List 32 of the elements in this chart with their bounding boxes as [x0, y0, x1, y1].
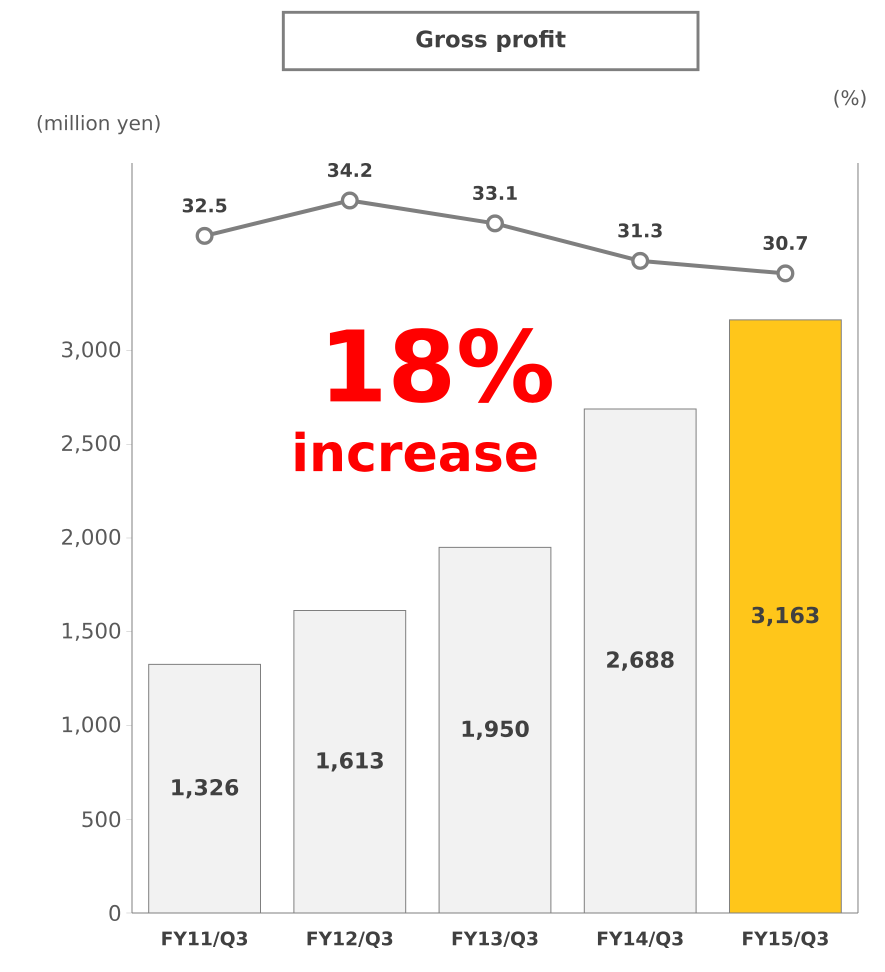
- y-tick-label: 1,500: [62, 622, 120, 641]
- data-label: 30.7: [764, 236, 807, 250]
- point: [631, 252, 650, 270]
- y-tick-label: 1,000: [62, 716, 120, 735]
- data-label: 1,613: [317, 752, 383, 772]
- y-tick-label: 500: [82, 811, 120, 828]
- y-tick-label: 0: [109, 904, 120, 922]
- x-tick-label: FY15/Q3: [743, 931, 828, 948]
- point: [196, 226, 214, 245]
- x-tick-label: FY11/Q3: [162, 931, 248, 948]
- data-label: 1,950: [462, 720, 529, 740]
- y-tick-label: 3,000: [62, 341, 120, 360]
- x-tick-label: FY14/Q3: [598, 931, 683, 948]
- y-tick-label: 2,000: [62, 528, 120, 548]
- point: [776, 264, 794, 282]
- x-tick-label: FY13/Q3: [452, 931, 538, 948]
- data-label: 3,163: [752, 606, 818, 626]
- data-label: 2,688: [607, 651, 674, 671]
- data-label: 34.2: [328, 162, 372, 178]
- point: [486, 214, 504, 232]
- data-label: 31.3: [618, 223, 662, 238]
- annotation: 18%: [330, 328, 552, 403]
- y-axis-title: (million yen): [38, 114, 160, 134]
- chart-title: Gross profit: [416, 30, 566, 52]
- annotation: increase: [296, 432, 537, 472]
- y2-axis-title: (%): [834, 90, 866, 108]
- data-label: 32.5: [182, 198, 226, 213]
- point: [340, 191, 359, 210]
- x-tick-label: FY12/Q3: [308, 931, 392, 948]
- data-label: 33.1: [473, 186, 517, 200]
- y-tick-label: 2,500: [62, 435, 120, 454]
- data-label: 1,326: [172, 778, 238, 798]
